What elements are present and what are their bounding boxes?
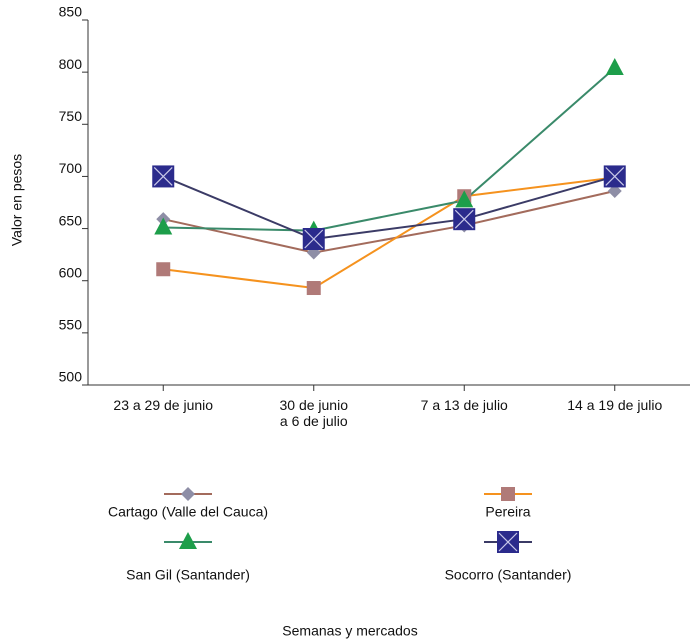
marker bbox=[302, 228, 325, 250]
x-tick-label: 14 a 19 de julio bbox=[567, 397, 663, 413]
marker bbox=[497, 531, 519, 553]
marker bbox=[152, 165, 175, 188]
marker bbox=[306, 281, 321, 296]
y-tick-label: 750 bbox=[59, 108, 83, 124]
x-tick-label: 7 a 13 de julio bbox=[420, 397, 508, 413]
marker bbox=[603, 165, 626, 188]
marker-cross bbox=[454, 209, 474, 229]
marker bbox=[179, 532, 197, 549]
y-tick-label: 500 bbox=[59, 369, 83, 385]
series-line bbox=[163, 67, 616, 232]
marker-cross bbox=[304, 229, 324, 249]
marker bbox=[154, 217, 173, 235]
x-tick-label: 23 a 29 de junio bbox=[113, 397, 214, 413]
series-line bbox=[163, 190, 615, 254]
x-axis-title: Semanas y mercados bbox=[282, 623, 417, 639]
marker bbox=[156, 262, 171, 277]
legend-label: Pereira bbox=[485, 504, 530, 520]
legend-label: Cartago (Valle del Cauca) bbox=[108, 504, 268, 520]
y-tick-label: 800 bbox=[59, 56, 83, 72]
marker bbox=[453, 208, 476, 231]
marker bbox=[605, 57, 624, 75]
marker-cross bbox=[605, 167, 625, 186]
y-axis-title: Valor en pesos bbox=[9, 154, 25, 246]
legend-label: Socorro (Santander) bbox=[445, 567, 572, 583]
series-line bbox=[162, 175, 616, 241]
marker bbox=[455, 190, 474, 208]
y-tick-label: 850 bbox=[59, 4, 83, 20]
marker bbox=[607, 184, 622, 199]
y-tick-label: 650 bbox=[59, 212, 83, 228]
y-tick-label: 600 bbox=[59, 264, 83, 280]
marker bbox=[501, 487, 515, 501]
legend-label: San Gil (Santander) bbox=[126, 567, 250, 583]
marker-cross bbox=[498, 532, 518, 552]
y-tick-label: 550 bbox=[59, 317, 83, 333]
series-line bbox=[163, 176, 615, 290]
marker bbox=[181, 487, 195, 501]
x-tick-label: 30 de junio a 6 de julio bbox=[279, 397, 348, 429]
y-tick-label: 700 bbox=[59, 160, 83, 176]
marker-cross bbox=[153, 167, 173, 186]
